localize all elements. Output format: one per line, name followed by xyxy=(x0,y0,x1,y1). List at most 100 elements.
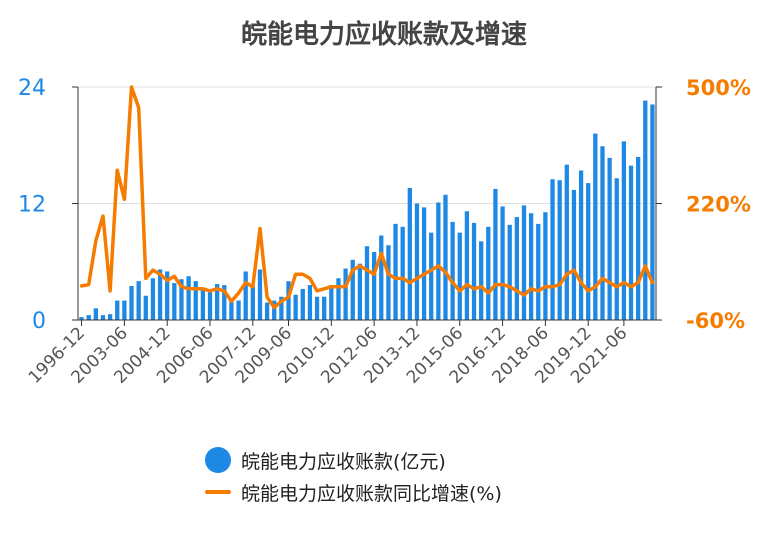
bar xyxy=(264,302,270,320)
bar xyxy=(343,268,348,320)
bar xyxy=(222,285,227,320)
bar xyxy=(607,157,612,320)
bar xyxy=(450,221,455,320)
gridlines xyxy=(78,86,656,204)
line-series xyxy=(79,85,655,310)
bar xyxy=(186,276,191,320)
bar xyxy=(200,287,206,320)
bar xyxy=(193,281,198,320)
bar xyxy=(371,252,377,320)
legend: 皖能电力应收账款(亿元) 皖能电力应收账款同比增速(%) xyxy=(205,444,502,508)
bar xyxy=(314,296,320,320)
bar xyxy=(229,300,234,320)
bar xyxy=(236,300,241,320)
bar xyxy=(536,223,541,320)
bar xyxy=(379,235,384,320)
bar xyxy=(429,232,434,320)
bar xyxy=(514,217,519,320)
bar xyxy=(100,315,106,320)
bar xyxy=(250,286,255,320)
bar xyxy=(650,104,655,320)
bar xyxy=(129,286,134,320)
bar xyxy=(507,224,512,320)
bar xyxy=(322,296,327,320)
bar xyxy=(79,317,84,320)
bar xyxy=(357,263,363,320)
bar xyxy=(643,100,648,320)
legend-item-bar[interactable]: 皖能电力应收账款(亿元) xyxy=(205,444,502,476)
legend-line-label: 皖能电力应收账款同比增速(%) xyxy=(241,482,502,505)
bar xyxy=(107,314,113,320)
bar xyxy=(122,300,127,320)
bar xyxy=(272,300,277,320)
bar xyxy=(564,164,569,320)
bar xyxy=(636,156,641,320)
bar xyxy=(543,212,548,320)
bar xyxy=(336,278,341,320)
bar xyxy=(571,189,577,320)
bar xyxy=(414,203,420,320)
bar xyxy=(364,246,370,320)
bar xyxy=(443,194,448,320)
bar-series xyxy=(79,100,655,320)
bar xyxy=(557,180,562,320)
legend-line-marker xyxy=(205,490,231,494)
bar xyxy=(300,288,305,320)
bar xyxy=(243,271,248,320)
bar xyxy=(279,296,284,320)
bar xyxy=(471,222,477,320)
bar xyxy=(157,269,163,320)
bar xyxy=(500,206,505,320)
bar xyxy=(136,281,141,320)
left-axis-tick-label: 0 xyxy=(32,309,46,334)
axes xyxy=(72,86,662,326)
bar xyxy=(421,207,427,320)
bar xyxy=(207,290,213,320)
right-axis-tick-label: 220% xyxy=(686,193,751,217)
left-axis-tick-label: 24 xyxy=(18,76,46,101)
bar xyxy=(172,283,177,320)
right-axis-tick-label: 500% xyxy=(686,76,751,100)
bar xyxy=(486,226,491,320)
bar xyxy=(293,294,298,320)
bar xyxy=(86,315,91,320)
bar xyxy=(528,213,534,320)
bar xyxy=(621,141,627,320)
bar xyxy=(179,279,184,320)
bar xyxy=(600,146,605,320)
left-axis-tick-label: 12 xyxy=(18,193,46,218)
growth-line xyxy=(79,85,655,310)
bar xyxy=(593,133,598,320)
right-axis-tick-label: -60% xyxy=(686,309,745,333)
legend-bar-marker xyxy=(205,447,231,473)
legend-bar-label: 皖能电力应收账款(亿元) xyxy=(241,450,446,473)
bar xyxy=(436,202,441,320)
bar xyxy=(493,188,498,320)
bar xyxy=(165,271,170,320)
bar xyxy=(479,241,484,320)
bar xyxy=(393,223,398,320)
bar xyxy=(150,278,156,320)
bar xyxy=(386,245,391,320)
bar xyxy=(628,165,634,320)
bar xyxy=(464,211,470,320)
bar xyxy=(329,285,334,320)
bar xyxy=(350,259,355,320)
bar xyxy=(93,308,98,320)
bar xyxy=(407,187,412,320)
bar xyxy=(115,300,120,320)
bar xyxy=(521,205,527,320)
bar xyxy=(550,179,555,320)
chart-title: 皖能电力应收账款及增速 xyxy=(240,20,527,50)
bar xyxy=(457,232,462,320)
bar xyxy=(215,284,220,320)
bar xyxy=(286,281,291,320)
bar xyxy=(400,226,405,320)
legend-item-line[interactable]: 皖能电力应收账款同比增速(%) xyxy=(205,476,502,508)
bar xyxy=(307,285,313,320)
bar xyxy=(614,178,619,320)
bar xyxy=(257,269,263,320)
bar xyxy=(143,295,148,320)
bar xyxy=(586,183,591,320)
